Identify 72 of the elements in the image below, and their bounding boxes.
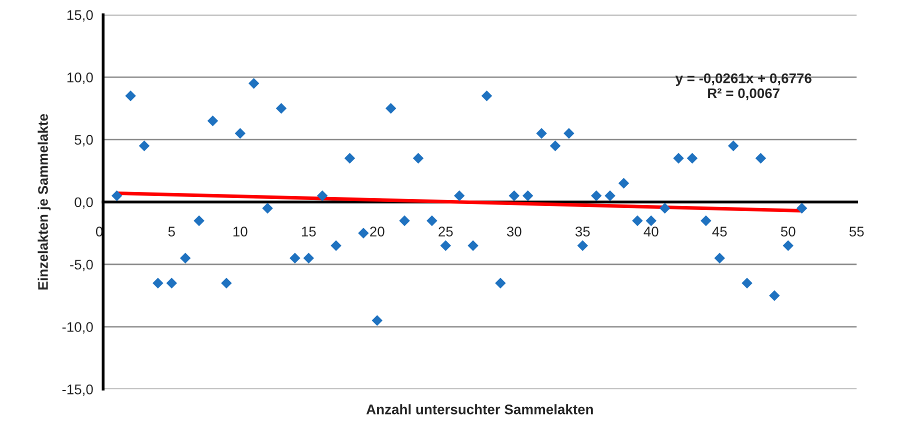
point bbox=[358, 228, 369, 239]
point bbox=[700, 215, 712, 226]
point bbox=[125, 90, 136, 102]
point bbox=[303, 252, 314, 264]
x-tick-label: 30 bbox=[506, 226, 522, 236]
y-tick-label: -10,0 bbox=[62, 322, 93, 334]
point bbox=[590, 190, 602, 202]
point bbox=[714, 252, 726, 264]
x-tick-label: 5 bbox=[168, 226, 175, 236]
point bbox=[234, 128, 246, 139]
point bbox=[399, 215, 410, 226]
point bbox=[194, 215, 204, 226]
point bbox=[152, 278, 164, 288]
point bbox=[166, 278, 178, 288]
point bbox=[796, 202, 808, 214]
x-tick-label: 50 bbox=[780, 226, 796, 236]
x-tick-label: 40 bbox=[644, 226, 658, 236]
point bbox=[290, 252, 300, 264]
point bbox=[468, 240, 478, 252]
point bbox=[426, 215, 438, 226]
point bbox=[221, 278, 232, 288]
point bbox=[618, 178, 630, 189]
y-tick-label: 10,0 bbox=[67, 72, 93, 84]
point bbox=[632, 215, 643, 226]
point bbox=[782, 240, 794, 252]
x-axis-title: Anzahl untersuchter Sammelakten bbox=[366, 404, 593, 414]
point bbox=[728, 140, 739, 152]
point bbox=[522, 190, 534, 202]
point bbox=[659, 202, 670, 214]
y-tick-label: 5,0 bbox=[74, 134, 93, 146]
point bbox=[385, 103, 396, 114]
point bbox=[769, 290, 780, 301]
annotation: y = -0,0261x + 0,6776 R² = 0,0067 bbox=[675, 73, 812, 100]
point bbox=[316, 190, 328, 202]
point bbox=[536, 128, 547, 139]
point bbox=[646, 215, 657, 226]
y-tick-label: 15,0 bbox=[67, 10, 93, 22]
x-tick-label: 10 bbox=[233, 226, 248, 236]
y-tick-label: 0,0 bbox=[74, 197, 93, 209]
point bbox=[686, 152, 698, 164]
point bbox=[330, 240, 342, 252]
point bbox=[276, 103, 287, 114]
point bbox=[138, 140, 150, 152]
point bbox=[248, 78, 260, 89]
x-tick-label: 20 bbox=[370, 226, 384, 236]
point bbox=[207, 115, 218, 126]
point bbox=[344, 152, 356, 164]
point bbox=[673, 152, 684, 164]
point bbox=[262, 202, 273, 214]
point bbox=[508, 190, 520, 202]
point bbox=[577, 240, 588, 252]
y-tick-label: -15,0 bbox=[62, 384, 93, 396]
y-axis-title: Einzelakten je Sammelakte bbox=[38, 114, 51, 290]
point bbox=[604, 190, 616, 202]
point bbox=[742, 278, 752, 288]
point bbox=[755, 152, 766, 164]
y-tick-label: -5,0 bbox=[70, 260, 93, 272]
point bbox=[412, 152, 424, 164]
point bbox=[495, 278, 506, 288]
point bbox=[481, 90, 492, 102]
point bbox=[564, 128, 574, 139]
x-tick-label: 55 bbox=[849, 226, 864, 236]
point bbox=[372, 315, 383, 326]
x-tick-label: 45 bbox=[712, 226, 727, 236]
point bbox=[440, 240, 452, 252]
point bbox=[180, 252, 191, 264]
x-tick-label: 25 bbox=[438, 226, 453, 236]
x-tick-label: 35 bbox=[575, 226, 590, 236]
point bbox=[111, 190, 122, 202]
point bbox=[550, 140, 561, 152]
point bbox=[454, 190, 465, 202]
x-tick-label: 15 bbox=[302, 226, 316, 236]
